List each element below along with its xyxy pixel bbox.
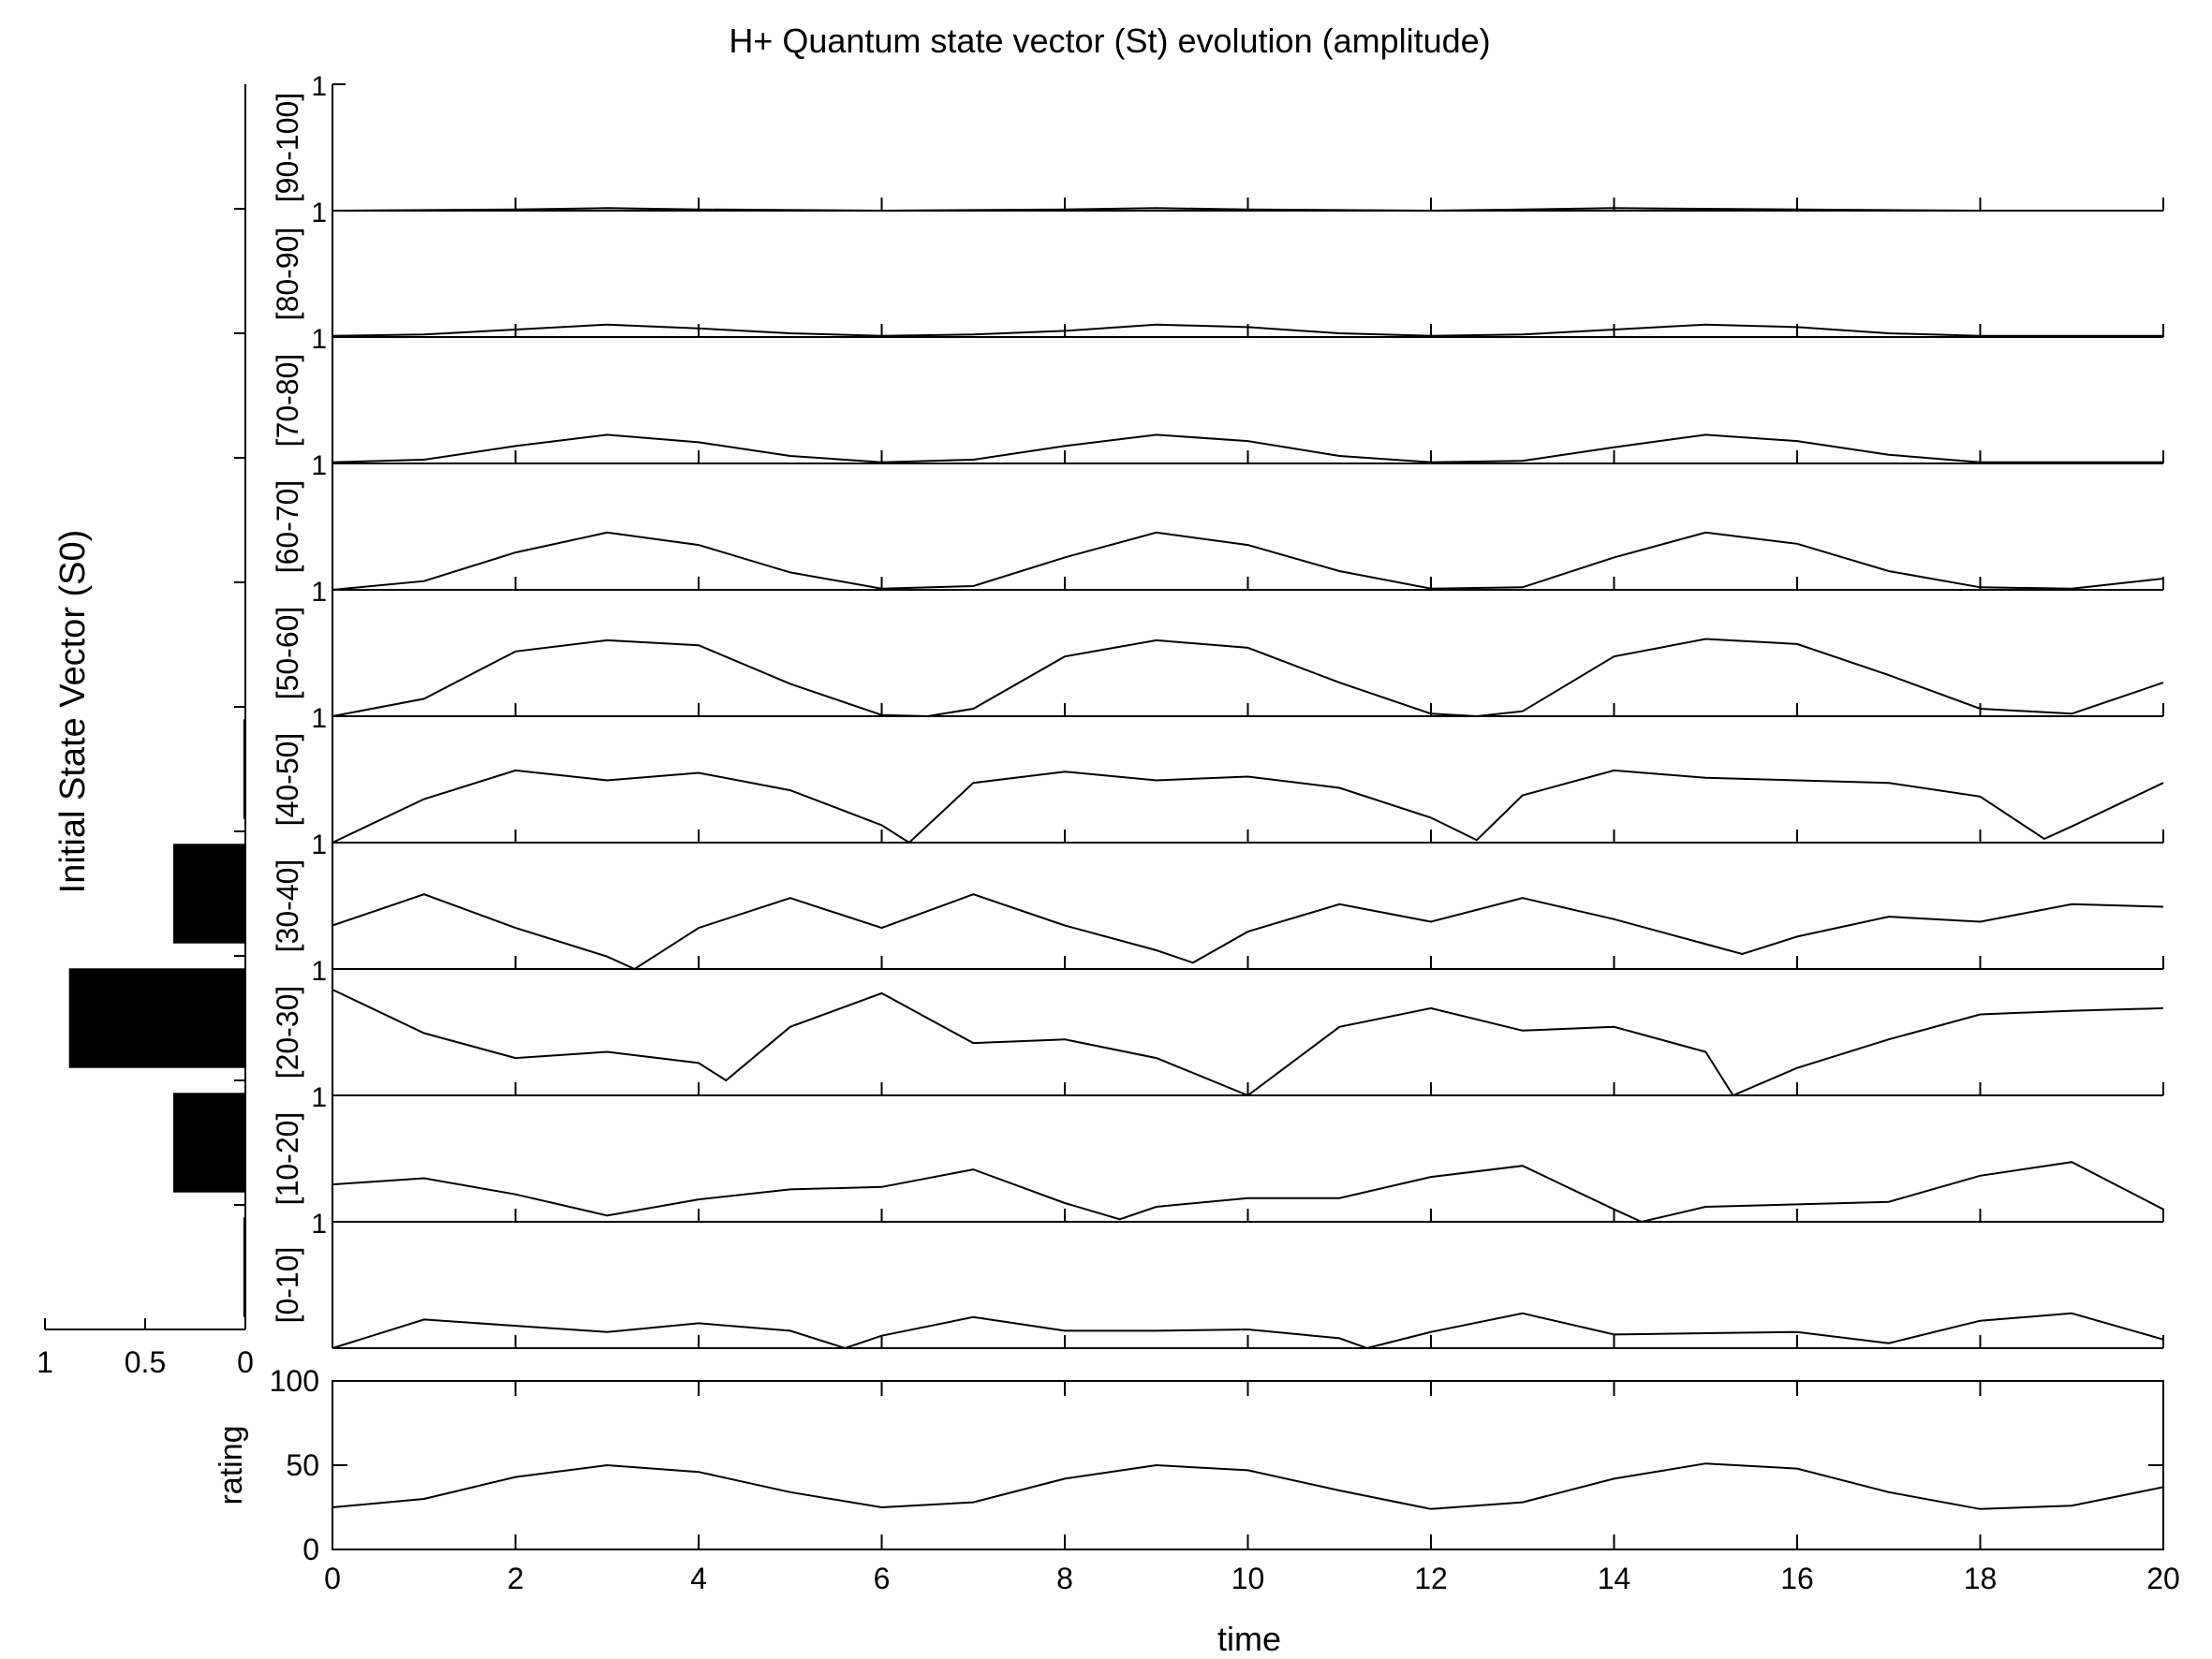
panel-name: [90-100] <box>271 93 304 202</box>
panel-name: [80-90] <box>271 228 304 321</box>
panel-y-tick-label: 1 <box>311 830 327 860</box>
rating-y-label: rating <box>214 1425 249 1505</box>
panel-series-line <box>332 433 2163 463</box>
panel-series-line <box>332 989 2164 1097</box>
panel-3: 1[60-70] <box>271 450 2164 591</box>
panel-y-tick-label: 1 <box>311 1209 327 1240</box>
initial-state-bar <box>172 844 245 944</box>
panel-1: 1[80-90] <box>271 198 2164 338</box>
panel-series-line <box>332 638 2164 718</box>
chart-title: H+ Quantum state vector (St) evolution (… <box>729 22 1490 60</box>
panels: 1[90-100]1[80-90]1[70-80]1[60-70]1[50-60… <box>271 71 2164 1350</box>
panel-y-tick-label: 1 <box>311 71 327 102</box>
x-tick-label: 0 <box>324 1562 341 1595</box>
rating-y-tick-label: 50 <box>286 1448 319 1482</box>
panel-name: [70-80] <box>271 354 304 448</box>
x-tick-label: 4 <box>690 1562 707 1595</box>
panel-y-tick-label: 1 <box>311 324 327 355</box>
rating-series-line <box>332 1462 2164 1510</box>
panel-name: [40-50] <box>271 733 304 827</box>
x-tick-label: 18 <box>1964 1562 1998 1595</box>
x-tick-label: 20 <box>2146 1562 2180 1595</box>
panel-name: [20-30] <box>271 986 304 1079</box>
panel-6: 1[30-40] <box>271 830 2164 971</box>
rating-y-tick-label: 100 <box>270 1364 319 1398</box>
initial-state-bar <box>243 1217 245 1317</box>
panel-series-line <box>332 769 2164 844</box>
x-tick-label: 2 <box>508 1562 524 1595</box>
x-tick-label: 14 <box>1598 1562 1631 1595</box>
panel-name: [30-40] <box>271 859 304 953</box>
panel-y-tick-label: 1 <box>311 450 327 481</box>
x-axis-label: time <box>1217 1620 1281 1658</box>
initial-state-bar <box>68 968 246 1068</box>
panel-name: [60-70] <box>271 480 304 574</box>
panel-series-line <box>332 1312 2164 1350</box>
panel-series-line <box>332 323 2163 337</box>
panel-series-line <box>332 531 2164 591</box>
initial-state-panel: 1 0.5 0 Initial State Vector (S0) <box>37 84 254 1379</box>
x-tick-label: 16 <box>1780 1562 1814 1595</box>
panel-name: [0-10] <box>271 1247 304 1324</box>
x-tick-label: 12 <box>1414 1562 1448 1595</box>
panel-name: [50-60] <box>271 607 304 700</box>
x-tick-label: 6 <box>874 1562 891 1595</box>
panel-y-tick-label: 1 <box>311 703 327 734</box>
panel-0: 1[90-100] <box>271 71 2164 213</box>
panel-series-line <box>332 207 2163 213</box>
panel-7: 1[20-30] <box>271 956 2164 1097</box>
rating-panel: 0 2 4 6 8 10 12 14 16 18 20 0 50 100 rating <box>214 1364 2180 1595</box>
panel-8: 1[10-20] <box>271 1082 2164 1224</box>
initial-x-tick-label: 1 <box>37 1345 53 1379</box>
initial-x-tick-label: 0.5 <box>125 1345 166 1379</box>
initial-state-bar <box>172 1093 245 1193</box>
panel-5: 1[40-50] <box>271 703 2164 844</box>
x-tick-label: 8 <box>1056 1562 1073 1595</box>
panel-2: 1[70-80] <box>271 324 2164 464</box>
panel-y-tick-label: 1 <box>311 956 327 987</box>
panel-series-line <box>332 893 2164 971</box>
panel-series-line <box>332 1161 2164 1224</box>
x-tick-label: 10 <box>1231 1562 1265 1595</box>
panel-y-tick-label: 1 <box>311 1082 327 1113</box>
rating-y-tick-label: 0 <box>302 1533 319 1566</box>
panel-4: 1[50-60] <box>271 577 2164 718</box>
panel-name: [10-20] <box>271 1112 304 1206</box>
initial-state-bar <box>243 719 245 819</box>
panel-y-tick-label: 1 <box>311 198 327 228</box>
initial-y-label: Initial State Vector (S0) <box>53 530 93 894</box>
panel-9: 1[0-10] <box>271 1209 2164 1350</box>
initial-x-tick-label: 0 <box>237 1345 254 1379</box>
panel-y-tick-label: 1 <box>311 577 327 608</box>
